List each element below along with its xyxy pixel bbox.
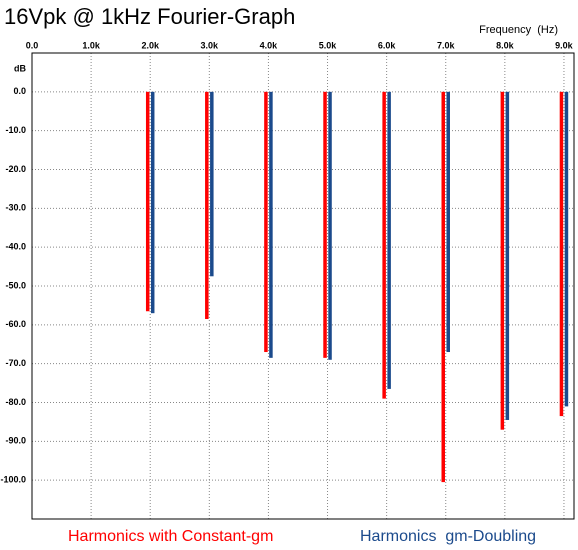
x-tick-label: 9.0k [555, 40, 574, 50]
y-tick-label: -60.0 [5, 319, 26, 329]
bar [500, 91, 505, 430]
bar [323, 91, 327, 358]
bar [564, 91, 569, 407]
y-tick-label: 0.0 [13, 86, 26, 96]
y-tick-label: -100.0 [0, 475, 26, 485]
y-tick-label: -50.0 [5, 280, 26, 290]
chart-title: 16Vpk @ 1kHz Fourier-Graph [4, 4, 295, 29]
legend-label: Harmonics gm-Doubling [360, 528, 536, 545]
bar [446, 91, 450, 353]
bar [505, 91, 510, 420]
x-tick-label: 4.0k [260, 40, 279, 50]
x-tick-label: 0.0 [26, 40, 39, 50]
y-tick-label: -40.0 [5, 242, 26, 252]
bar [382, 91, 386, 399]
x-tick-label: 7.0k [437, 40, 456, 50]
x-axis-label: Frequency (Hz) [479, 24, 558, 36]
legend-label: Harmonics with Constant-gm [68, 528, 273, 545]
y-tick-label: -70.0 [5, 358, 26, 368]
x-tick-label: 3.0k [201, 40, 220, 50]
y-axis-label: dB [14, 63, 26, 73]
y-tick-label: -30.0 [5, 203, 26, 213]
bar [387, 91, 391, 389]
bar [264, 91, 268, 353]
bar [328, 91, 332, 360]
y-tick-label: -90.0 [5, 436, 26, 446]
bar [441, 91, 445, 483]
x-tick-label: 8.0k [496, 40, 515, 50]
x-tick-label: 2.0k [141, 40, 160, 50]
bar [210, 91, 214, 277]
bar [145, 91, 150, 312]
bar [150, 91, 155, 314]
y-tick-label: -20.0 [5, 164, 26, 174]
plot-frame [31, 52, 575, 520]
bar [205, 91, 209, 320]
y-tick-label: -10.0 [5, 125, 26, 135]
y-tick-label: -80.0 [5, 397, 26, 407]
x-tick-label: 1.0k [82, 40, 101, 50]
x-tick-label: 5.0k [319, 40, 338, 50]
bar [269, 91, 273, 358]
bar [559, 91, 564, 417]
x-tick-label: 6.0k [378, 40, 397, 50]
